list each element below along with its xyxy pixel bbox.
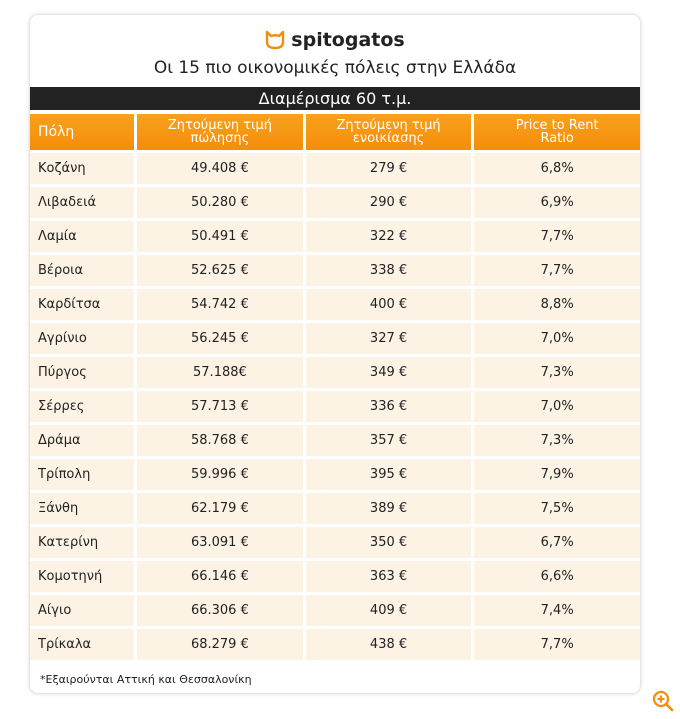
column-header: Πόλη [30, 114, 135, 150]
table-cell: Κοζάνη [30, 153, 135, 184]
table-cell: 7,9% [474, 459, 640, 490]
table-row: Δράμα 58.768 €357 €7,3% [30, 425, 640, 456]
table-cell: 6,8% [474, 153, 640, 184]
table-cell: 7,7% [474, 221, 640, 252]
table-cell: 357 € [305, 425, 472, 456]
table-cell: 66.146 € [137, 561, 303, 592]
table-cell: 290 € [305, 187, 472, 218]
column-header-text: Ζητούμενη τιμή πώλησης [167, 118, 272, 146]
table-cell: 7,0% [474, 323, 640, 354]
table-cell: Καρδίτσα [30, 289, 135, 320]
table-cell: Σέρρες [30, 391, 135, 422]
cat-icon [266, 30, 285, 50]
table-cell: 327 € [305, 323, 472, 354]
column-header: Ζητούμενη τιμή πώλησης [137, 114, 303, 150]
table-cell: Λαμία [30, 221, 135, 252]
table-cell: 68.279 € [137, 629, 303, 660]
table-cell: 338 € [305, 255, 472, 286]
table-cell: Βέροια [30, 255, 135, 286]
table-cell: 349 € [305, 357, 472, 388]
column-header: Price to Rent Ratio [474, 114, 640, 150]
table-body: Κοζάνη 49.408 €279 €6,8% Λιβαδειά 50.280 €2… [30, 153, 640, 660]
table-cell: Τρίκαλα [30, 629, 135, 660]
logo: spitogatos [30, 29, 640, 51]
table-cell: Αίγιο [30, 595, 135, 626]
table-cell: 438 € [305, 629, 472, 660]
column-header-text: Πόλη [38, 123, 75, 140]
zoom-icon[interactable] [651, 689, 675, 713]
table-cell: 8,8% [474, 289, 640, 320]
table-row: Βέροια 52.625 €338 €7,7% [30, 255, 640, 286]
column-header: Ζητούμενη τιμή ενοικίασης [305, 114, 472, 150]
table-cell: 7,3% [474, 357, 640, 388]
column-header-text: Ζητούμενη τιμή ενοικίασης [336, 118, 441, 146]
table-cell: 50.280 € [137, 187, 303, 218]
table-cell: 62.179 € [137, 493, 303, 524]
table-row: Κατερίνη 63.091 €350 €6,7% [30, 527, 640, 558]
table-row: Τρίκαλα 68.279 €438 €7,7% [30, 629, 640, 660]
table-cell: 363 € [305, 561, 472, 592]
table-cell: 54.742 € [137, 289, 303, 320]
table-cell: 7,5% [474, 493, 640, 524]
table-cell: Τρίπολη [30, 459, 135, 490]
table-cell: Πύργος [30, 357, 135, 388]
table-cell: 56.245 € [137, 323, 303, 354]
table-row: Κομοτηνή 66.146 €363 €6,6% [30, 561, 640, 592]
table-cell: 350 € [305, 527, 472, 558]
table-cell: Λιβαδειά [30, 187, 135, 218]
table-row: Καρδίτσα 54.742 €400 €8,8% [30, 289, 640, 320]
table-cell: 7,0% [474, 391, 640, 422]
table-cell: 59.996 € [137, 459, 303, 490]
table-cell: 63.091 € [137, 527, 303, 558]
table-cell: 6,9% [474, 187, 640, 218]
table-cell: 400 € [305, 289, 472, 320]
table-cell: 279 € [305, 153, 472, 184]
table-row: Λαμία 50.491 €322 €7,7% [30, 221, 640, 252]
table-row: Ξάνθη 62.179 €389 €7,5% [30, 493, 640, 524]
table-cell: 7,7% [474, 255, 640, 286]
table-cell: Ξάνθη [30, 493, 135, 524]
table-cell: 6,6% [474, 561, 640, 592]
table-cell: 6,7% [474, 527, 640, 558]
table-cell: 49.408 € [137, 153, 303, 184]
table-cell: Κομοτηνή [30, 561, 135, 592]
table-row: Λιβαδειά 50.280 €290 €6,9% [30, 187, 640, 218]
table-cell: 7,4% [474, 595, 640, 626]
table-cell: 57.188€ [137, 357, 303, 388]
table-cell: 336 € [305, 391, 472, 422]
table-cell: 395 € [305, 459, 472, 490]
table-cell: 50.491 € [137, 221, 303, 252]
table: Πόλη Ζητούμενη τιμή πώλησης Ζητούμενη τιμή… [30, 111, 640, 663]
table-row: Αγρίνιο 56.245 €327 €7,0% [30, 323, 640, 354]
table-cell: 409 € [305, 595, 472, 626]
header-row: Πόλη Ζητούμενη τιμή πώλησης Ζητούμενη τιμή… [30, 114, 640, 150]
table-cell: Κατερίνη [30, 527, 135, 558]
table-cell: 389 € [305, 493, 472, 524]
table-row: Τρίπολη 59.996 €395 €7,9% [30, 459, 640, 490]
subtitle: Διαμέρισμα 60 τ.μ. [30, 87, 640, 110]
table-cell: 66.306 € [137, 595, 303, 626]
table-row: Σέρρες 57.713 €336 €7,0% [30, 391, 640, 422]
table-cell: 58.768 € [137, 425, 303, 456]
table-cell: 52.625 € [137, 255, 303, 286]
table-cell: Αγρίνιο [30, 323, 135, 354]
table-cell: Δράμα [30, 425, 135, 456]
table-row: Πύργος 57.188€ 349 €7,3% [30, 357, 640, 388]
footnote: *Εξαιρούνται Αττική και Θεσσαλονίκη [40, 673, 252, 686]
table-row: Αίγιο 66.306 €409 €7,4% [30, 595, 640, 626]
table-cell: 322 € [305, 221, 472, 252]
table-cell: 7,3% [474, 425, 640, 456]
table-row: Κοζάνη 49.408 €279 €6,8% [30, 153, 640, 184]
card: spitogatos Οι 15 πιο οικονομικές πόλεις … [30, 15, 640, 693]
table-cell: 7,7% [474, 629, 640, 660]
title: Οι 15 πιο οικονομικές πόλεις στην Ελλάδα [153, 58, 517, 78]
table-cell: 57.713 € [137, 391, 303, 422]
logo-text: spitogatos [291, 29, 405, 51]
column-header-text: Price to Rent Ratio [515, 118, 599, 146]
